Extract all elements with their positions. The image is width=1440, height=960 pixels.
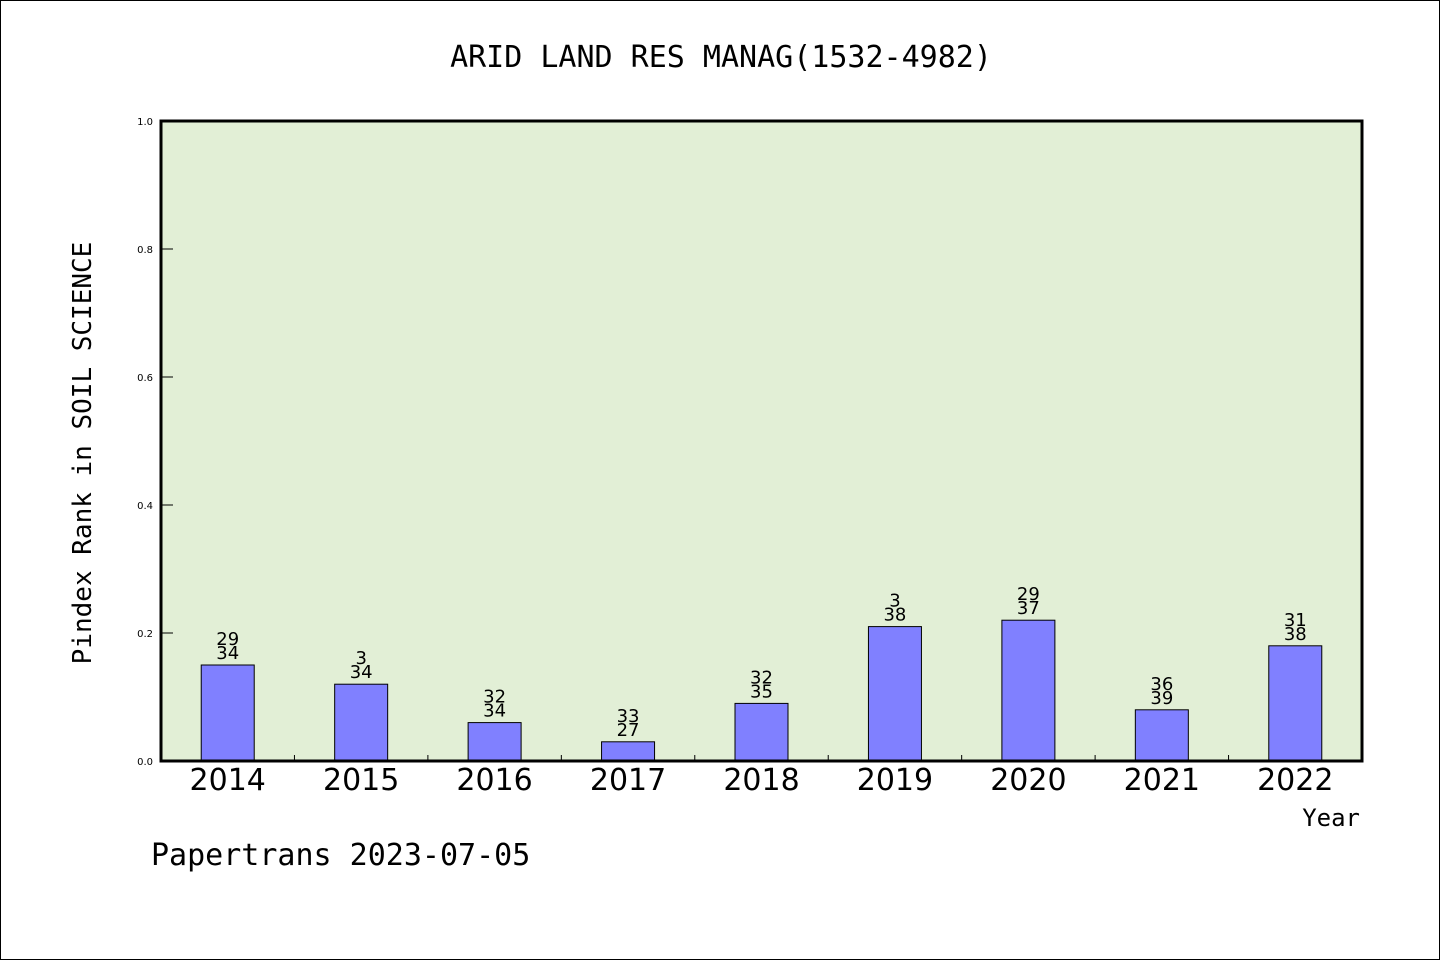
y-tick-label: 1.0: [137, 117, 153, 128]
bar-2022: [1268, 645, 1323, 762]
x-tick-label: 2021: [1124, 763, 1200, 798]
x-tick-label: 2015: [323, 763, 399, 798]
y-tick-label: 0.4: [137, 501, 153, 512]
bar-label-upper: 3: [889, 591, 900, 612]
bar-2018: [734, 702, 789, 762]
bar-label-lower: 27: [617, 720, 640, 741]
x-tick-label: 2018: [723, 763, 799, 798]
x-tick-label: 2022: [1257, 763, 1333, 798]
bar-2014: [200, 664, 255, 762]
x-axis-label: Year: [1302, 804, 1360, 832]
y-tick-label: 0.0: [137, 757, 153, 768]
x-tick-label: 2020: [990, 763, 1066, 798]
bar-label-lower: 39: [1150, 688, 1173, 709]
bar-series: [200, 619, 1323, 762]
y-axis-ticks: 0.0 0.2 0.4 0.6 0.8 1.0: [137, 117, 173, 768]
x-tick-label: 2019: [857, 763, 933, 798]
bar-label-upper: 32: [483, 687, 506, 708]
bar-label-upper: 31: [1284, 610, 1307, 631]
bar-label-lower: 38: [883, 605, 906, 626]
bar-label-upper: 32: [750, 667, 773, 688]
bar-label-upper: 3: [355, 648, 366, 669]
bar-2019: [867, 626, 922, 762]
bar-label-upper: 29: [1017, 584, 1040, 605]
bar-label-lower: 37: [1017, 598, 1040, 619]
y-axis-label: Pindex Rank in SOIL SCIENCE: [68, 242, 98, 665]
bar-label-lower: 34: [350, 662, 373, 683]
bar-label-lower: 34: [483, 701, 506, 722]
bar-2017: [601, 741, 656, 762]
bar-2015: [334, 683, 389, 762]
bar-label-lower: 38: [1284, 624, 1307, 645]
y-tick-label: 0.2: [137, 629, 153, 640]
bar-2020: [1001, 619, 1056, 762]
x-tick-label: 2017: [590, 763, 666, 798]
x-tick-label: 2016: [456, 763, 532, 798]
chart-title: ARID LAND RES MANAG(1532-4982): [450, 40, 992, 75]
plot-area: [161, 121, 1362, 761]
bar-label-upper: 33: [617, 706, 640, 727]
bar-label-upper: 29: [216, 629, 239, 650]
y-tick-label: 0.6: [137, 373, 153, 384]
bar-label-lower: 34: [216, 643, 239, 664]
bar-label-upper: 36: [1150, 674, 1173, 695]
x-axis-ticks: 2014 2015 2016 2017 2018 2019 2020 2021 2022: [190, 755, 1333, 798]
x-tick-label: 2014: [190, 763, 266, 798]
footer-text: Papertrans 2023-07-05: [151, 838, 530, 873]
plot-frame: [159, 119, 1364, 763]
y-tick-label: 0.8: [137, 245, 153, 256]
bar-label-lower: 35: [750, 681, 773, 702]
bar-2016: [467, 722, 522, 762]
bar-2021: [1134, 709, 1189, 762]
